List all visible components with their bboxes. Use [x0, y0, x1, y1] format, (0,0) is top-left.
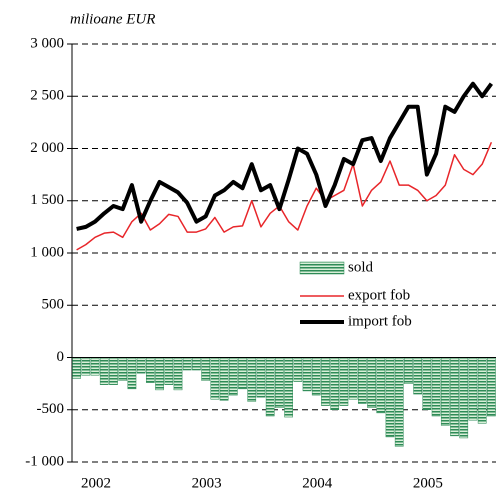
- bar: [136, 357, 146, 374]
- bar: [127, 357, 137, 390]
- bar: [238, 357, 247, 390]
- bar: [311, 357, 321, 396]
- bar: [487, 357, 496, 417]
- bar: [404, 357, 413, 384]
- y-tick-label: 3 000: [30, 35, 64, 51]
- bar: [357, 357, 367, 404]
- line: [76, 141, 493, 251]
- bar: [477, 357, 487, 424]
- y-axis-label: milioane EUR: [70, 11, 155, 27]
- bar: [422, 357, 432, 410]
- y-tick-label: 2 000: [30, 140, 64, 156]
- bar: [431, 357, 441, 417]
- y-tick-label: 1 000: [30, 244, 64, 260]
- legend-label: export fob: [348, 287, 410, 303]
- bar: [173, 357, 183, 391]
- bar: [145, 357, 155, 383]
- bar: [302, 357, 312, 392]
- legend-swatch: [299, 261, 345, 275]
- bar: [284, 357, 293, 418]
- bar: [118, 357, 128, 381]
- bar: [256, 357, 266, 398]
- bar: [99, 357, 109, 385]
- legend-label: sold: [348, 259, 374, 275]
- bar: [385, 357, 395, 438]
- bar: [330, 357, 340, 410]
- bar: [201, 357, 211, 381]
- x-tick-label: 2004: [302, 475, 333, 491]
- bar: [413, 357, 423, 395]
- bar: [182, 357, 192, 371]
- bar: [339, 357, 349, 406]
- legend-label: import fob: [348, 313, 412, 329]
- y-tick-label: 500: [42, 297, 65, 313]
- bar: [440, 357, 450, 426]
- y-tick-label: -1 000: [25, 453, 64, 469]
- bar: [247, 357, 257, 402]
- bar: [293, 357, 303, 382]
- x-tick-label: 2005: [413, 475, 443, 491]
- bar: [228, 357, 238, 396]
- x-tick-label: 2003: [192, 475, 222, 491]
- bar: [90, 357, 100, 376]
- bar: [376, 357, 386, 414]
- bar: [468, 357, 478, 421]
- bar: [321, 357, 330, 406]
- x-tick-label: 2002: [81, 475, 111, 491]
- bar: [109, 357, 118, 385]
- bar: [81, 357, 91, 376]
- bar: [265, 357, 275, 417]
- bar: [459, 357, 469, 439]
- bar: [164, 357, 174, 385]
- y-tick-label: 1 500: [30, 192, 64, 208]
- bar: [72, 357, 81, 379]
- bar: [394, 357, 404, 447]
- y-tick-label: -500: [37, 401, 65, 417]
- bar: [348, 357, 358, 400]
- bar: [192, 357, 201, 371]
- bar: [367, 357, 376, 408]
- y-tick-label: 0: [57, 349, 65, 365]
- bar: [275, 357, 284, 408]
- y-tick-label: 2 500: [30, 88, 64, 104]
- bar: [450, 357, 459, 437]
- bar: [155, 357, 164, 391]
- bar: [210, 357, 220, 400]
- bar: [219, 357, 229, 401]
- line: [76, 81, 494, 231]
